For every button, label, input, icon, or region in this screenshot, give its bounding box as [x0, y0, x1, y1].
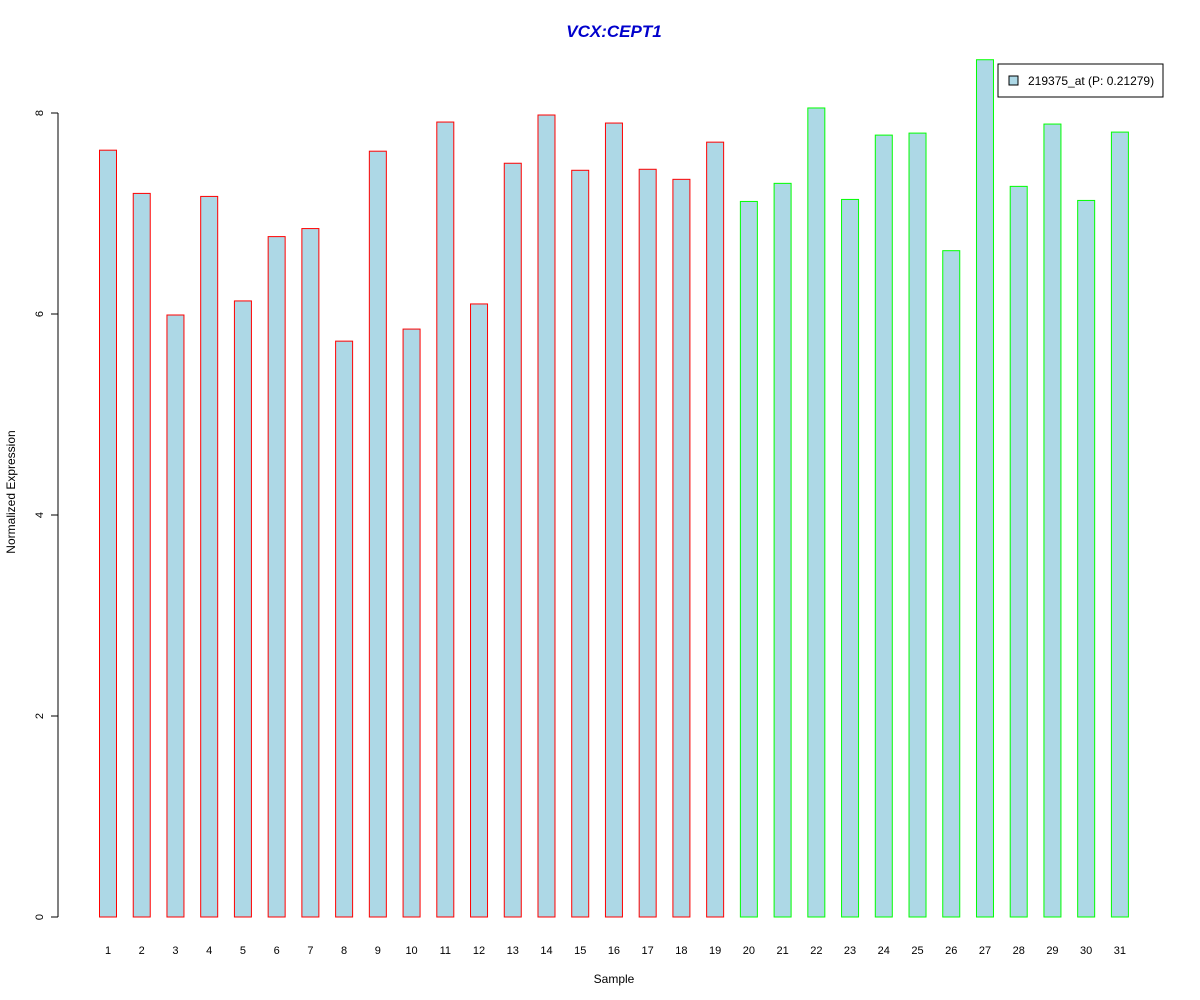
x-tick-label: 19 [709, 945, 721, 957]
bar-sample-16 [604, 122, 623, 918]
bar-sample-19 [706, 141, 725, 918]
bar-sample-9 [368, 150, 387, 918]
x-tick-label: 4 [206, 945, 212, 957]
legend-box [997, 63, 1164, 98]
x-tick-label: 12 [473, 945, 485, 957]
x-tick-label: 18 [675, 945, 687, 957]
x-tick-label: 28 [1013, 945, 1025, 957]
x-tick-label: 23 [844, 945, 856, 957]
chart-title: VCX:CEPT1 [566, 22, 661, 41]
bar-sample-4 [200, 195, 219, 918]
y-axis: 0 2 4 6 8 [34, 110, 59, 920]
bar-sample-30 [1077, 199, 1096, 918]
bar-sample-3 [166, 314, 185, 918]
bar-sample-15 [571, 169, 590, 918]
bar-sample-14 [537, 114, 556, 918]
x-tick-label: 10 [405, 945, 417, 957]
x-tick-label: 20 [743, 945, 755, 957]
bar-sample-10 [402, 328, 421, 918]
x-tick-label: 30 [1080, 945, 1092, 957]
bar-sample-24 [874, 134, 893, 918]
y-tick-label: 8 [34, 110, 46, 116]
legend-swatch [1008, 75, 1019, 86]
bar-sample-20 [739, 200, 758, 918]
x-tick-label: 16 [608, 945, 620, 957]
x-tick-label: 26 [945, 945, 957, 957]
y-tick-label: 0 [34, 914, 46, 920]
bar-sample-7 [301, 228, 320, 918]
x-tick-label: 1 [105, 945, 111, 957]
bar-sample-23 [841, 198, 860, 918]
bar-sample-29 [1043, 123, 1062, 918]
x-tick-label: 31 [1114, 945, 1126, 957]
x-tick-label: 13 [507, 945, 519, 957]
y-tick-label: 6 [34, 311, 46, 317]
x-tick-label: 3 [172, 945, 178, 957]
bar-sample-25 [908, 132, 927, 918]
x-tick-label: 24 [878, 945, 890, 957]
x-tick-label: 6 [274, 945, 280, 957]
x-axis-label: Sample [594, 972, 635, 986]
x-tick-labels: 1 2 3 4 5 6 7 8 9 10 11 12 13 14 15 16 17 18 19 20 21 22 23 24 2… [105, 945, 1126, 957]
bar-sample-22 [807, 107, 826, 918]
x-tick-label: 25 [911, 945, 923, 957]
bar-sample-26 [942, 250, 961, 918]
bar-sample-11 [436, 121, 455, 918]
bar-sample-2 [132, 192, 151, 918]
x-tick-label: 22 [810, 945, 822, 957]
bar-sample-17 [638, 168, 657, 918]
x-tick-label: 2 [139, 945, 145, 957]
bar-sample-18 [672, 178, 691, 918]
bar-sample-13 [503, 162, 522, 918]
legend: 219375_at (P: 0.21279) [997, 63, 1164, 98]
bar-sample-31 [1110, 131, 1129, 918]
bar-sample-6 [267, 236, 286, 918]
x-tick-label: 7 [307, 945, 313, 957]
x-tick-label: 5 [240, 945, 246, 957]
y-tick-label: 2 [34, 713, 46, 719]
x-tick-label: 11 [440, 945, 451, 957]
bar-sample-27 [975, 59, 994, 918]
bar-sample-1 [99, 149, 117, 918]
x-tick-label: 29 [1046, 945, 1058, 957]
bar-sample-28 [1009, 185, 1028, 918]
bars [99, 59, 1129, 918]
y-axis-label: Normalized Expression [4, 430, 18, 553]
x-tick-label: 15 [574, 945, 586, 957]
x-tick-label: 14 [540, 945, 552, 957]
y-tick-label: 4 [34, 512, 46, 518]
x-tick-label: 9 [375, 945, 381, 957]
x-tick-label: 17 [642, 945, 654, 957]
bar-sample-21 [773, 182, 792, 918]
legend-label: 219375_at (P: 0.21279) [1028, 74, 1154, 88]
bar-sample-12 [470, 303, 489, 918]
bar-sample-8 [335, 340, 354, 918]
x-tick-label: 21 [776, 945, 788, 957]
x-tick-label: 8 [341, 945, 347, 957]
bar-sample-5 [233, 300, 252, 918]
x-tick-label: 27 [979, 945, 991, 957]
